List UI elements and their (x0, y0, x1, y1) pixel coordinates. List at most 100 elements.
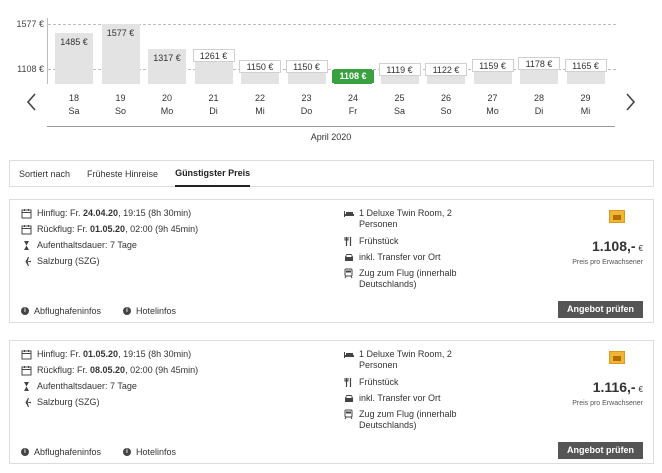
stay-duration-text: Aufenthaltsdauer: 7 Tage (37, 381, 137, 391)
day-column-20[interactable]: 20 Mo (144, 92, 190, 118)
price-bar-day-22[interactable]: 1150 € (239, 59, 281, 84)
transfer-text: inkl. Transfer vor Ort (359, 252, 441, 262)
train-icon (343, 268, 355, 279)
day-date: 23 (301, 93, 312, 103)
price-bar-day-25[interactable]: 1119 € (378, 62, 421, 84)
day-weekday: Fr (348, 106, 358, 116)
day-column-23[interactable]: 23 Do (284, 92, 330, 118)
day-weekday: Do (300, 106, 313, 116)
transfer-row: inkl. Transfer vor Ort (343, 393, 473, 404)
outbound-flight-row: Hinflug: Fr. 24.04.20, 19:15 (8h 30min) (21, 208, 191, 219)
stay-duration-text: Aufenthaltsdauer: 7 Tage (37, 240, 137, 250)
day-column-22[interactable]: 22 Mi (237, 92, 283, 118)
price-bar-day-23[interactable]: 1150 € (285, 59, 328, 84)
price-bar-label: 1178 € (518, 57, 560, 71)
min-price-gridline (48, 69, 616, 70)
calendar-icon (21, 365, 33, 376)
hotel-rating-badge-icon (609, 351, 625, 364)
day-column-18[interactable]: 18 Sa (51, 92, 97, 118)
info-icon: i (21, 448, 29, 456)
bed-icon (343, 208, 355, 219)
return-flight-text: Rückflug: Fr. 01.05.20, 02:00 (9h 45min) (37, 224, 199, 234)
airport-info-link[interactable]: i Abflughafeninfos (21, 306, 101, 316)
offer-card: Hinflug: Fr. 24.04.20, 19:15 (8h 30min) … (9, 199, 654, 323)
month-label: April 2020 (310, 132, 352, 142)
airport-info-link[interactable]: i Abflughafeninfos (21, 447, 101, 457)
day-column-29[interactable]: 29 Mi (563, 92, 609, 118)
price-bar-label: 1261 € (192, 49, 235, 63)
transfer-row: inkl. Transfer vor Ort (343, 252, 473, 263)
currency-symbol: € (638, 244, 643, 253)
day-date: 25 (394, 93, 405, 103)
next-days-button[interactable] (623, 92, 637, 112)
info-icon: i (123, 448, 131, 456)
price-bar-day-21[interactable]: 1261 € (192, 49, 235, 84)
airport-text: Salzburg (SZG) (37, 397, 100, 407)
stay-duration-row: Aufenthaltsdauer: 7 Tage (21, 240, 137, 251)
train-icon (343, 409, 355, 420)
price-bar-day-24[interactable]: 1108 € (332, 69, 374, 84)
board-row: Frühstück (343, 377, 473, 388)
price-bar-day-27[interactable]: 1159 € (471, 59, 514, 84)
price-calendar: 1577 € 1108 € 1485 € 1577 € 1317 € 1261 € 11… (0, 0, 662, 150)
day-column-19[interactable]: 19 So (98, 92, 144, 118)
return-date: 01.05.20 (90, 224, 126, 234)
price-bar-day-20[interactable]: 1317 € (148, 48, 186, 84)
currency-symbol: € (638, 385, 643, 394)
offer-price: 1.108,- € (591, 238, 643, 254)
airplane-icon (21, 256, 33, 267)
info-icon: i (21, 307, 29, 315)
day-column-21[interactable]: 21 Di (191, 92, 237, 118)
day-date: 21 (208, 93, 219, 103)
price-bar-label: 1122 € (425, 62, 467, 76)
stay-duration-row: Aufenthaltsdauer: 7 Tage (21, 381, 137, 392)
price-bar-label: 1108 € (332, 70, 374, 83)
day-column-26[interactable]: 26 So (423, 92, 469, 118)
airport-row: Salzburg (SZG) (21, 256, 100, 267)
sort-option-earliest-departure[interactable]: Früheste Hinreise (87, 168, 159, 179)
offer-price: 1.116,- € (592, 379, 643, 395)
day-column-27[interactable]: 27 Mo (470, 92, 516, 118)
day-weekday: Mi (580, 106, 591, 116)
price-note: Preis pro Erwachsener (572, 259, 643, 266)
bed-icon (343, 349, 355, 360)
board-text: Frühstück (359, 377, 399, 387)
hotel-info-link[interactable]: i Hotelinfos (123, 447, 176, 457)
day-weekday: Sa (68, 106, 80, 116)
day-column-25[interactable]: 25 Sa (377, 92, 423, 118)
sort-option-lowest-price[interactable]: Günstigster Preis (175, 161, 251, 187)
price-note: Preis pro Erwachsener (572, 400, 643, 407)
hourglass-icon (21, 381, 33, 392)
price-bar-day-26[interactable]: 1122 € (425, 62, 467, 84)
day-date: 19 (115, 93, 126, 103)
check-offer-button[interactable]: Angebot prüfen (558, 301, 643, 318)
price-bar-day-19[interactable]: 1577 € (101, 24, 140, 84)
day-weekday: Di (209, 106, 218, 116)
transfer-text: inkl. Transfer vor Ort (359, 393, 441, 403)
price-bar-day-29[interactable]: 1165 € (564, 58, 607, 84)
price-bar-label: 1577 € (106, 28, 135, 38)
day-date: 26 (440, 93, 451, 103)
airport-text: Salzburg (SZG) (37, 256, 100, 266)
car-icon (343, 252, 355, 263)
price-bar-label: 1150 € (239, 59, 281, 73)
car-icon (343, 393, 355, 404)
return-date: 08.05.20 (90, 365, 126, 375)
price-bar-day-28[interactable]: 1178 € (518, 57, 560, 84)
info-icon: i (123, 307, 131, 315)
price-bar-label: 1165 € (564, 58, 607, 72)
sort-label: Sortiert nach (19, 168, 71, 179)
outbound-date: 24.04.20 (83, 208, 119, 218)
outbound-flight-text: Hinflug: Fr. 01.05.20, 19:15 (8h 30min) (37, 349, 192, 359)
y-axis-max-label: 1577 € (16, 19, 44, 29)
cutlery-icon (343, 377, 355, 388)
previous-days-button[interactable] (25, 92, 39, 112)
check-offer-button[interactable]: Angebot prüfen (558, 442, 643, 459)
price-bar-day-18[interactable]: 1485 € (55, 32, 93, 84)
day-column-24[interactable]: 24 Fr (330, 92, 376, 118)
outbound-flight-row: Hinflug: Fr. 01.05.20, 19:15 (8h 30min) (21, 349, 191, 360)
hotel-info-link[interactable]: i Hotelinfos (123, 306, 176, 316)
calendar-icon (21, 208, 33, 219)
x-axis-line (47, 126, 615, 127)
day-column-28[interactable]: 28 Di (516, 92, 562, 118)
